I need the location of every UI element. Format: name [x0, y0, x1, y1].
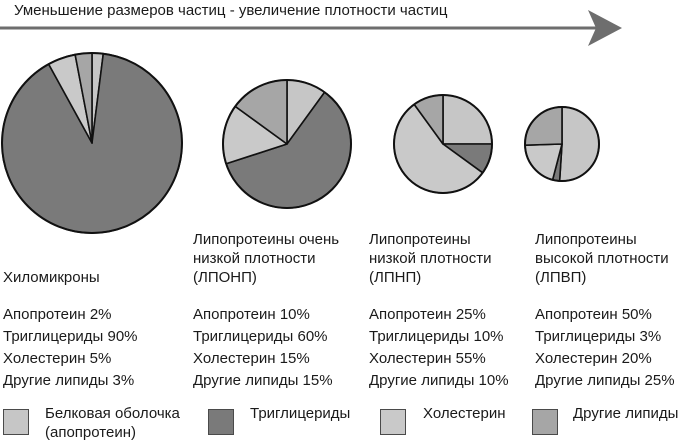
- legend-swatch: [208, 409, 234, 435]
- pie-outline: [524, 106, 600, 182]
- pie-2: [222, 79, 352, 209]
- composition-line: Холестерин 5%: [3, 350, 112, 367]
- composition-line: Другие липиды 15%: [193, 372, 333, 389]
- composition-line: Холестерин 55%: [369, 350, 486, 367]
- legend-swatch: [532, 409, 558, 435]
- particle-name: Липопротеины низкой плотности (ЛПНП): [369, 231, 492, 286]
- legend-label: Белковая оболочка (апопротеин): [45, 405, 180, 441]
- composition-line: Другие липиды 3%: [3, 372, 135, 389]
- pie-outline: [1, 52, 183, 234]
- composition-line: Апопротеин 50%: [535, 306, 652, 323]
- composition-line: Апопротеин 25%: [369, 306, 486, 323]
- pie-outline: [222, 79, 352, 209]
- legend-label: Холестерин: [423, 405, 506, 422]
- slice-apoprotein: [558, 106, 600, 182]
- pie-3: [393, 94, 493, 194]
- composition-line: Триглицериды 90%: [3, 328, 138, 345]
- arrow-label: Уменьшение размеров частиц - увеличение …: [14, 2, 448, 19]
- composition-line: Апопротеин 2%: [3, 306, 112, 323]
- composition-line: Триглицериды 60%: [193, 328, 328, 345]
- pie-outline: [393, 94, 493, 194]
- composition-line: Триглицериды 10%: [369, 328, 504, 345]
- legend-label: Другие липиды: [573, 405, 679, 422]
- composition-line: Другие липиды 25%: [535, 372, 675, 389]
- particle-name: Хиломикроны: [3, 269, 100, 286]
- legend-swatch: [3, 409, 29, 435]
- particle-name: Липопротеины высокой плотности (ЛПВП): [535, 231, 669, 286]
- arrow-head: [588, 10, 622, 46]
- pie-1: [1, 52, 183, 234]
- composition-line: Холестерин 20%: [535, 350, 652, 367]
- legend-swatch: [380, 409, 406, 435]
- composition-line: Другие липиды 10%: [369, 372, 509, 389]
- composition-line: Апопротеин 10%: [193, 306, 310, 323]
- pie-4: [524, 106, 600, 182]
- composition-line: Холестерин 15%: [193, 350, 310, 367]
- particle-name: Липопротеины очень низкой плотности (ЛПО…: [193, 231, 340, 286]
- legend-label: Триглицериды: [250, 405, 351, 422]
- composition-line: Триглицериды 3%: [535, 328, 662, 345]
